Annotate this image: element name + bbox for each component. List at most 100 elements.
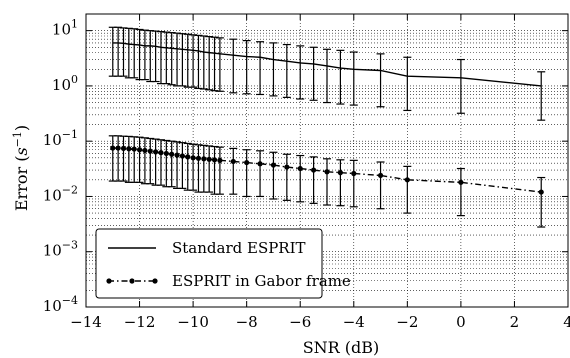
error-bar-standard-esprit [194, 34, 203, 90]
error-bar-gabor-esprit [403, 165, 412, 214]
error-bar-gabor-esprit [282, 153, 291, 201]
error-bar-gabor-esprit [108, 135, 117, 182]
data-point-gabor-esprit [126, 146, 132, 152]
data-point-gabor-esprit [120, 145, 127, 152]
error-bar-standard-esprit [119, 27, 128, 77]
error-bars [108, 26, 546, 228]
y-axis-label: Error (s−1) [11, 125, 31, 211]
data-point-gabor-esprit [244, 159, 250, 166]
axis-ticks [85, 14, 569, 308]
error-bar-gabor-esprit [173, 141, 182, 189]
error-bar-gabor-esprit [296, 154, 305, 203]
data-point-gabor-esprit [324, 169, 330, 175]
error-bar-gabor-esprit [210, 145, 219, 195]
error-bar-standard-esprit [146, 30, 155, 83]
data-point-gabor-esprit [153, 149, 159, 155]
legend-marker-gabor-esprit [106, 278, 112, 284]
error-bar-standard-esprit [205, 36, 214, 91]
error-bar-gabor-esprit [269, 151, 278, 200]
error-bar-standard-esprit [242, 40, 251, 95]
data-point-gabor-esprit [351, 170, 357, 177]
plot-frame [85, 13, 569, 308]
error-bar-standard-esprit [296, 45, 305, 100]
y-tick-label: 10−1 [43, 128, 78, 149]
x-tick-label: 4 [563, 313, 570, 331]
error-bar-gabor-esprit [189, 143, 198, 191]
data-point-gabor-esprit [174, 152, 180, 158]
error-bar-gabor-esprit [114, 135, 123, 182]
error-bar-gabor-esprit [151, 138, 160, 186]
data-point-gabor-esprit [185, 154, 191, 160]
error-bar-standard-esprit [162, 31, 171, 85]
error-bar-standard-esprit [229, 38, 238, 94]
x-tick-label: −2 [396, 313, 418, 331]
error-bar-standard-esprit [151, 30, 160, 83]
data-point-gabor-esprit [163, 150, 169, 157]
error-bar-standard-esprit [309, 46, 318, 101]
x-tick-label: −4 [343, 313, 365, 331]
data-point-gabor-esprit [337, 170, 343, 176]
error-bar-standard-esprit [210, 36, 219, 92]
error-bar-standard-esprit [189, 34, 198, 88]
data-point-gabor-esprit [270, 162, 277, 168]
error-bar-gabor-esprit [167, 140, 176, 188]
y-tick-label: 10−4 [43, 294, 78, 315]
error-bar-gabor-esprit [349, 159, 358, 208]
error-bar-gabor-esprit [156, 139, 165, 186]
error-bar-standard-esprit [140, 29, 149, 81]
x-tick-label: −6 [289, 313, 311, 331]
error-bar-gabor-esprit [537, 176, 546, 228]
data-point-gabor-esprit [201, 156, 207, 162]
legend-label-standard-esprit: Standard ESPRIT [172, 239, 306, 257]
error-bar-standard-esprit [282, 43, 291, 98]
x-tick-label: −10 [177, 313, 209, 331]
y-tick-labels: 10−4 10−3 10−2 10−1 100 101 [43, 18, 78, 315]
y-tick-label: 101 [52, 18, 78, 39]
legend-marker-gabor-esprit [129, 278, 135, 284]
data-point-gabor-esprit [131, 146, 137, 152]
error-bar-gabor-esprit [135, 136, 144, 183]
error-bar-gabor-esprit [146, 137, 155, 185]
error-bar-gabor-esprit [194, 144, 203, 193]
error-bar-gabor-esprit [205, 145, 214, 193]
data-point-gabor-esprit [147, 148, 153, 154]
data-point-gabor-esprit [404, 177, 410, 183]
y-tick-label: 10−3 [43, 239, 78, 260]
error-bar-gabor-esprit [215, 146, 224, 195]
data-point-gabor-esprit [190, 155, 196, 161]
y-axis-label-exponent: −1 [11, 131, 24, 147]
x-tick-label: −14 [70, 313, 102, 331]
error-bar-gabor-esprit [323, 158, 331, 206]
data-point-gabor-esprit [311, 167, 317, 173]
data-point-gabor-esprit [257, 161, 263, 167]
x-tick-label: −8 [236, 313, 258, 331]
error-bar-standard-esprit [336, 49, 345, 105]
error-bar-gabor-esprit [336, 159, 345, 207]
data-point-gabor-esprit [538, 189, 544, 195]
error-bar-standard-esprit [537, 71, 546, 121]
legend-label-gabor-esprit: ESPRIT in Gabor frame [172, 272, 351, 290]
data-point-gabor-esprit [377, 172, 384, 179]
error-bar-gabor-esprit [256, 150, 265, 198]
error-bar-standard-esprit [108, 26, 117, 77]
error-bar-gabor-esprit [242, 149, 251, 198]
y-axis-label-close: ) [12, 125, 31, 131]
error-bar-standard-esprit [215, 37, 224, 92]
legend: Standard ESPRIT ESPRIT in Gabor frame [95, 228, 351, 299]
data-point-gabor-esprit [206, 156, 212, 162]
error-bar-gabor-esprit [199, 144, 208, 193]
error-bar-gabor-esprit [229, 147, 238, 195]
error-bar-gabor-esprit [140, 137, 149, 185]
x-tick-labels: −14 −12 −10 −8 −6 −4 −2 0 2 4 [70, 313, 570, 331]
error-bar-gabor-esprit [162, 139, 171, 188]
y-tick-label: 100 [52, 73, 78, 94]
error-bar-gabor-esprit [124, 135, 133, 183]
x-tick-label: 0 [456, 313, 466, 331]
y-axis-label-unit: s [12, 147, 31, 155]
data-point-gabor-esprit [115, 145, 121, 151]
error-bar-gabor-esprit [183, 142, 192, 191]
data-point-gabor-esprit [230, 158, 236, 165]
x-axis-label: SNR (dB) [303, 338, 380, 357]
error-bar-gabor-esprit [376, 161, 385, 210]
legend-marker-gabor-esprit [152, 278, 158, 284]
